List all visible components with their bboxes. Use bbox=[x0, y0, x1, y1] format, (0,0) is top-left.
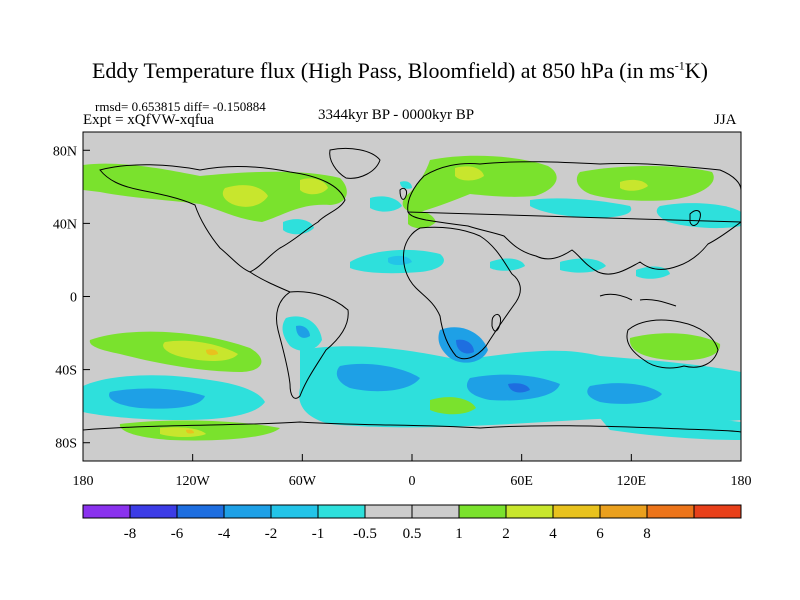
south-africa-deep-blue bbox=[456, 339, 474, 354]
colorbar-swatch bbox=[176, 504, 225, 519]
colorbar-label: 6 bbox=[596, 526, 604, 542]
colorbar-swatch bbox=[505, 504, 554, 519]
colorbar: -8 -6 -4 -2 -1 -0.5 0.5 1 2 4 6 8 bbox=[82, 504, 742, 542]
antarctic-cyan bbox=[600, 415, 741, 440]
colorbar-swatch bbox=[458, 504, 507, 519]
experiment-line: Expt = xQfVW-xqfua bbox=[83, 112, 214, 128]
colorbar-label: -2 bbox=[265, 526, 278, 542]
lon-tick-label: 60W bbox=[289, 474, 317, 489]
lat-tick-label: 80S bbox=[55, 437, 77, 452]
lat-tick-label: 0 bbox=[70, 291, 77, 306]
coast-antarctica bbox=[83, 421, 741, 433]
colorbar-swatch bbox=[82, 504, 131, 519]
colorbar-swatch bbox=[552, 504, 601, 519]
eurasia-flux-core bbox=[455, 166, 484, 181]
antarctic-yellow bbox=[160, 427, 206, 437]
coast-greenland bbox=[329, 147, 381, 179]
lon-tick-label: 0 bbox=[409, 474, 416, 489]
colorbar-label: -4 bbox=[218, 526, 231, 542]
colorbar-swatch bbox=[364, 504, 413, 519]
map-title: Eddy Temperature flux (High Pass, Bloomf… bbox=[91, 58, 708, 83]
coast-indonesia bbox=[599, 293, 677, 307]
colorbar-label: -1 bbox=[312, 526, 325, 542]
arctic-cyan-spot bbox=[400, 181, 412, 189]
south-pacific-orange-spot bbox=[206, 349, 218, 356]
south-america-blue bbox=[296, 325, 310, 338]
coast-uk bbox=[399, 187, 407, 200]
north-america-flux-core bbox=[222, 185, 268, 207]
lon-tick-label: 120W bbox=[176, 474, 211, 489]
coast-central-america bbox=[249, 271, 291, 293]
southern-ocean-blue-1 bbox=[336, 363, 420, 392]
europe-green-patch bbox=[408, 211, 436, 229]
eurasia-flux-band bbox=[402, 155, 557, 213]
colorbar-label: -8 bbox=[124, 526, 137, 542]
colorbar-label: 1 bbox=[455, 526, 463, 542]
central-asia-cyan bbox=[530, 198, 632, 218]
antarctic-green bbox=[119, 420, 281, 441]
stats-line: rmsd= 0.653815 diff= -0.150884 bbox=[95, 99, 266, 114]
coast-africa bbox=[403, 226, 521, 360]
period-label: 3344kyr BP - 0000kyr BP bbox=[318, 107, 475, 123]
south-pacific-blue-core bbox=[109, 388, 205, 409]
atlantic-flux-cyan bbox=[370, 196, 402, 212]
atlantic-tropics-blue bbox=[388, 255, 412, 265]
coast-north-america bbox=[99, 164, 346, 273]
colorbar-swatch bbox=[599, 504, 648, 519]
indian-ocean-cyan bbox=[560, 258, 606, 273]
colorbar-swatch bbox=[223, 504, 272, 519]
coast-eurasia bbox=[407, 161, 741, 275]
north-america-flux-band bbox=[83, 163, 347, 222]
lon-tick-label: 60E bbox=[510, 474, 533, 489]
siberia-flux-core bbox=[620, 179, 648, 191]
australia-green bbox=[629, 333, 721, 361]
colorbar-label: 4 bbox=[549, 526, 557, 542]
coast-madagascar bbox=[491, 313, 501, 332]
field-layer bbox=[83, 132, 741, 461]
south-pacific-flux-core bbox=[163, 340, 238, 361]
lon-tick-label: 180 bbox=[731, 474, 752, 489]
colorbar-swatch bbox=[693, 504, 742, 519]
coastlines bbox=[83, 147, 741, 433]
southern-ocean-green bbox=[430, 397, 476, 415]
lon-tick-label: 180 bbox=[73, 474, 94, 489]
lon-tick-label: 120E bbox=[617, 474, 647, 489]
colorbar-swatch bbox=[270, 504, 319, 519]
colorbar-label: -6 bbox=[171, 526, 184, 542]
colorbar-swatch bbox=[411, 504, 460, 519]
colorbar-label: 2 bbox=[502, 526, 510, 542]
colorbar-label: 8 bbox=[643, 526, 651, 542]
coast-australia bbox=[626, 319, 719, 369]
southern-ocean-deep-blue bbox=[508, 383, 530, 393]
lat-tick-label: 40N bbox=[53, 217, 77, 232]
coast-japan bbox=[689, 210, 701, 226]
arabian-cyan bbox=[490, 258, 525, 271]
colorbar-swatch bbox=[646, 504, 695, 519]
colorbar-label: 0.5 bbox=[403, 526, 422, 542]
lat-tick-label: 40S bbox=[55, 364, 77, 379]
antarctic-orange-spot bbox=[186, 429, 194, 434]
colorbar-swatch bbox=[129, 504, 178, 519]
axis-ticks: 80N 40N 0 40S 80S 180 120W 60W 0 60E 120E 180 bbox=[53, 144, 752, 489]
coast-south-america bbox=[276, 291, 349, 399]
colorbar-swatch bbox=[317, 504, 366, 519]
colorbar-label: -0.5 bbox=[353, 526, 377, 542]
lat-tick-label: 80N bbox=[53, 144, 77, 159]
hudson-flux-core bbox=[300, 178, 328, 195]
season-label: JJA bbox=[714, 112, 737, 128]
southern-ocean-blue-3 bbox=[587, 383, 662, 404]
